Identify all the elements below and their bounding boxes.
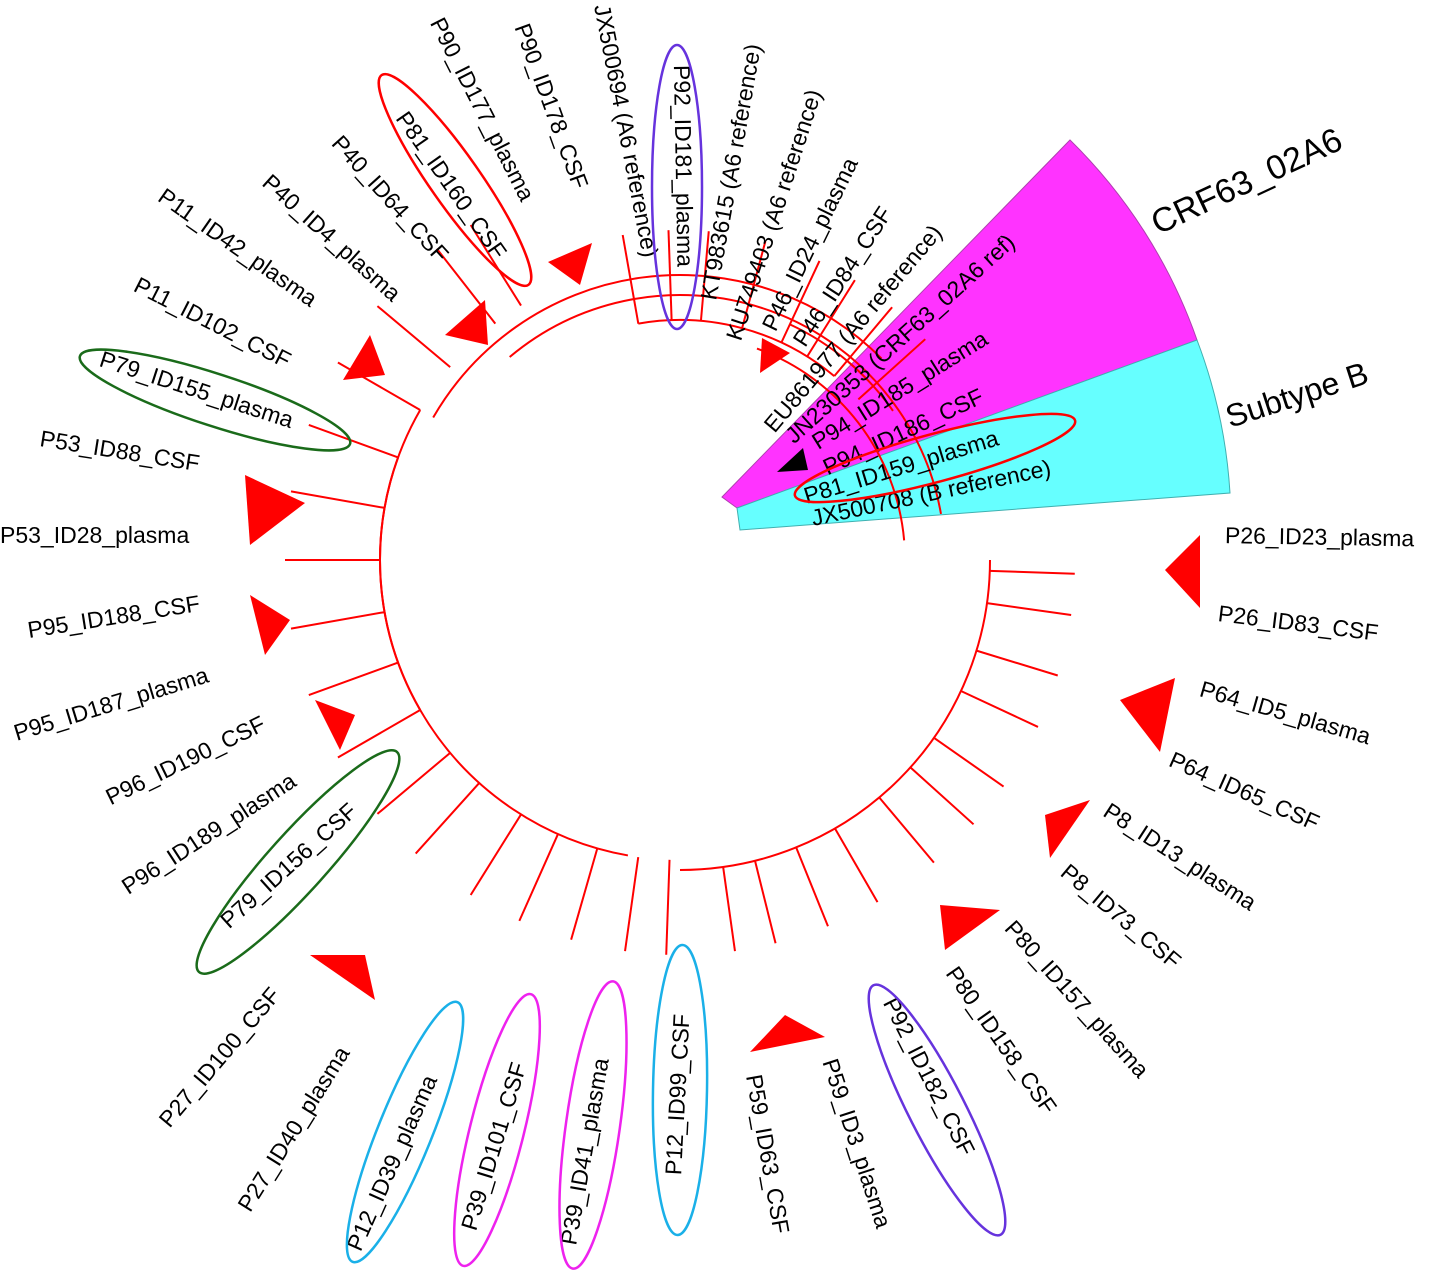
clade-label-subtype-b: Subtype B bbox=[1221, 355, 1373, 435]
branch-arc bbox=[756, 347, 906, 541]
branch-line bbox=[741, 240, 767, 329]
highlight-ellipse bbox=[377, 72, 533, 288]
branch-line bbox=[667, 230, 673, 321]
leaf-label: P92_ID181_plasma bbox=[669, 65, 699, 268]
collapsed-clade-triangle bbox=[1120, 678, 1175, 752]
collapsed-clade-triangle bbox=[1045, 800, 1090, 858]
branch-line bbox=[624, 856, 640, 952]
leaf-label: P12_ID39_plasma bbox=[341, 1071, 442, 1255]
branch-line bbox=[857, 338, 926, 401]
leaf-label: P8_ID73_CSF bbox=[1056, 859, 1186, 974]
collapsed-clade-triangle bbox=[310, 955, 375, 1000]
highlight-ellipse bbox=[195, 749, 401, 975]
leaf-label: P8_ID13_plasma bbox=[1099, 797, 1261, 915]
leaf-label: P95_ID188_CSF bbox=[26, 590, 202, 643]
highlight-ellipse bbox=[650, 43, 704, 331]
leaf-label: P64_ID65_CSF bbox=[1165, 746, 1323, 835]
highlight-ellipse bbox=[651, 943, 709, 1237]
clade-band-subtype-b bbox=[736, 339, 1231, 531]
branch-line bbox=[376, 305, 451, 368]
leaf-label: P92_ID182_CSF bbox=[878, 993, 980, 1160]
branch-arc bbox=[379, 457, 629, 857]
tree-branches bbox=[285, 224, 1075, 955]
branch-line bbox=[989, 569, 1075, 575]
branch-line bbox=[414, 782, 481, 855]
leaf-label: P64_ID5_plasma bbox=[1197, 676, 1374, 750]
branch-line bbox=[986, 602, 1072, 616]
leaf-label: P53_ID88_CSF bbox=[38, 425, 201, 476]
collapsed-clade-triangle bbox=[250, 595, 290, 655]
highlight-ellipses bbox=[78, 43, 1077, 1270]
leaf-label: P59_ID63_CSF bbox=[741, 1072, 795, 1235]
branch-line bbox=[909, 766, 975, 826]
branch-line bbox=[308, 661, 399, 697]
highlight-ellipse bbox=[452, 992, 542, 1268]
branch-line bbox=[933, 736, 1005, 788]
branch-arc bbox=[679, 559, 991, 871]
collapsed-clade-triangle bbox=[245, 475, 305, 545]
collapsed-clade-triangle bbox=[940, 905, 1000, 950]
leaf-label: P95_ID187_plasma bbox=[11, 662, 212, 746]
collapsed-clade-triangle bbox=[315, 700, 355, 750]
leaf-label: P27_ID40_plasma bbox=[232, 1041, 354, 1215]
branch-line bbox=[960, 690, 1039, 728]
collapsed-clade-triangle bbox=[750, 1015, 825, 1052]
branch-line bbox=[290, 611, 385, 630]
collapsed-clades bbox=[245, 243, 1200, 1052]
collapsed-clade-triangle bbox=[1165, 535, 1200, 608]
leaf-label: P26_ID23_plasma bbox=[1225, 522, 1415, 551]
branch-line bbox=[754, 860, 777, 944]
branch-line bbox=[337, 709, 421, 759]
highlight-ellipse bbox=[793, 412, 1077, 504]
branch-line bbox=[376, 752, 451, 815]
branch-line bbox=[699, 231, 710, 322]
branch-line bbox=[665, 859, 671, 955]
branch-line bbox=[795, 847, 829, 927]
highlight-ellipse bbox=[867, 983, 1007, 1237]
branch-line bbox=[469, 224, 522, 307]
leaf-label: P80_ID158_CSF bbox=[941, 961, 1062, 1118]
branch-line bbox=[308, 423, 399, 459]
leaf-label: P53_ID28_plasma bbox=[0, 522, 189, 548]
highlight-ellipse bbox=[78, 348, 352, 452]
leaf-label: P12_ID99_CSF bbox=[660, 1013, 694, 1175]
leaf-label: P59_ID3_plasma bbox=[817, 1055, 896, 1231]
leaf-label: P39_ID41_plasma bbox=[555, 1056, 614, 1247]
branch-line bbox=[290, 490, 385, 509]
highlight-ellipse bbox=[558, 980, 628, 1270]
branch-line bbox=[806, 279, 856, 357]
branch-line bbox=[570, 848, 599, 940]
clade-label-crf63-02a6: CRF63_02A6 bbox=[1145, 121, 1348, 243]
collapsed-clade-triangle bbox=[343, 335, 385, 380]
branch-line bbox=[834, 827, 879, 903]
collapsed-clade-triangle-black bbox=[777, 448, 808, 472]
branch-line bbox=[722, 866, 736, 952]
leaf-label: P27_ID100_CSF bbox=[154, 982, 286, 1132]
collapsed-clade-triangle bbox=[445, 300, 488, 345]
branch-line bbox=[780, 260, 821, 343]
branch-arc bbox=[509, 294, 942, 515]
branch-line bbox=[621, 234, 640, 324]
collapsed-clade-triangle bbox=[760, 338, 790, 373]
branch-arc bbox=[378, 409, 422, 711]
branch-arc bbox=[638, 319, 835, 377]
branch-line bbox=[518, 833, 559, 922]
leaf-label: P26_ID83_CSF bbox=[1217, 600, 1380, 645]
collapsed-clade-triangle bbox=[548, 243, 592, 285]
branch-line bbox=[833, 306, 893, 377]
highlight-ellipse bbox=[345, 1000, 465, 1264]
branch-line bbox=[878, 796, 935, 864]
branch-arc bbox=[432, 274, 883, 419]
branch-line bbox=[976, 649, 1059, 677]
branch-line bbox=[469, 813, 522, 896]
